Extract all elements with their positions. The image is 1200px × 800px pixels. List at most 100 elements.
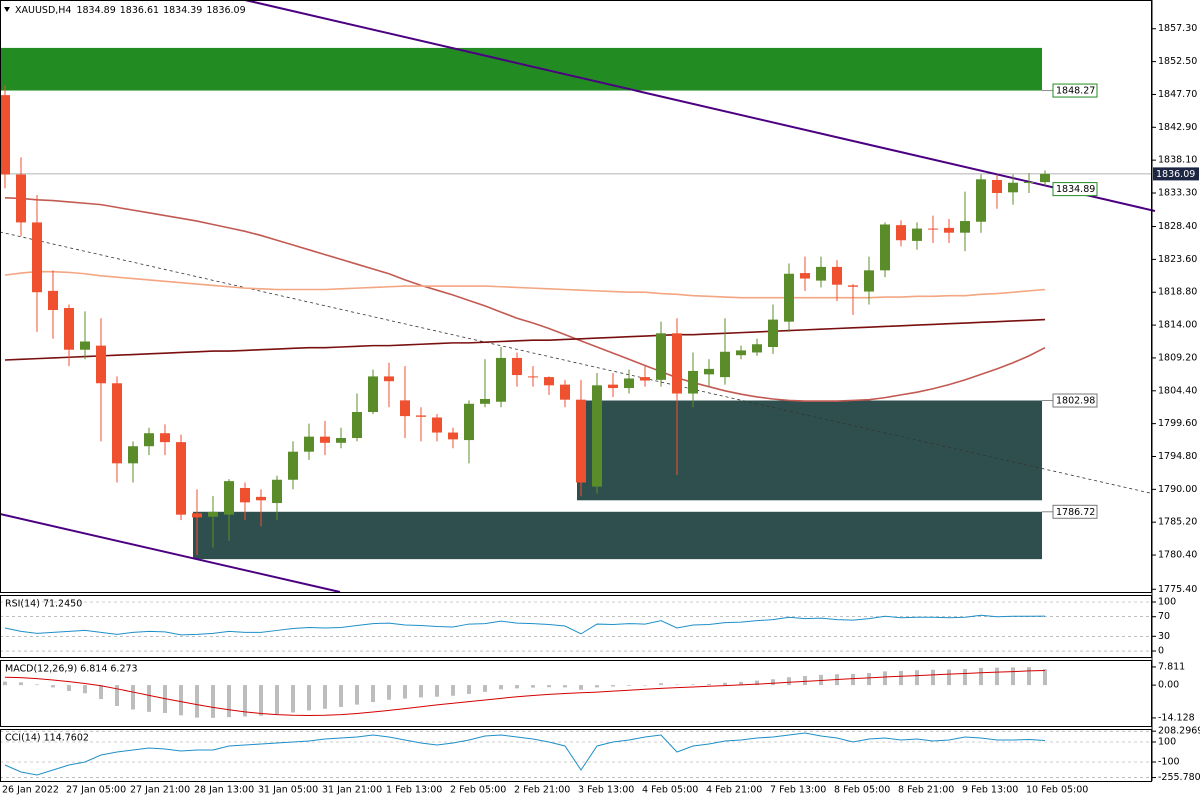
- current-price-box: [1153, 167, 1199, 181]
- indicator-frame: [0, 660, 1152, 727]
- histogram-bar: [51, 685, 55, 688]
- histogram-bar: [179, 685, 183, 716]
- y-tick-label: 1818.80: [1158, 287, 1197, 298]
- candle-body: [432, 417, 442, 433]
- zone-label: 1786.72: [1056, 507, 1095, 518]
- candle-body: [1024, 182, 1034, 184]
- x-tick-label: 28 Jan 13:00: [194, 785, 254, 796]
- zone-label: 1802.98: [1056, 396, 1095, 407]
- symbol: XAUUSD,H4: [15, 5, 71, 16]
- candle-body: [80, 341, 90, 350]
- candle-body: [496, 357, 506, 402]
- x-tick-label: 3 Feb 13:00: [578, 785, 634, 796]
- candle-body: [752, 344, 762, 353]
- candle-body: [512, 357, 522, 376]
- candle-body: [368, 376, 378, 413]
- histogram-bar: [35, 684, 39, 686]
- y-tick-label: 1785.20: [1158, 517, 1197, 528]
- close-price: 1836.09: [206, 5, 245, 16]
- histogram-bar: [483, 685, 487, 692]
- histogram-bar: [83, 685, 87, 694]
- indicator-frame: [0, 729, 1152, 782]
- histogram-bar: [339, 685, 343, 707]
- histogram-bar: [211, 685, 215, 718]
- moving-average: [4, 270, 1046, 299]
- candle-body: [592, 385, 602, 487]
- histogram-bar: [419, 685, 423, 698]
- histogram-bar: [803, 676, 807, 686]
- histogram-bar: [915, 670, 919, 686]
- candle-body: [928, 228, 938, 230]
- candle-body: [688, 370, 698, 394]
- y-tick-label: 1833.30: [1158, 187, 1197, 198]
- histogram-bar: [3, 681, 7, 686]
- chart-header: XAUUSD,H4 1834.89 1836.61 1834.39 1836.09: [15, 5, 246, 16]
- histogram-bar: [275, 685, 279, 715]
- candle-body: [128, 446, 138, 464]
- candle-body: [224, 481, 234, 515]
- candle-body: [576, 399, 586, 483]
- x-tick-label: 27 Jan 05:00: [66, 785, 126, 796]
- zones-layer: [0, 47, 1152, 778]
- moving-average: [4, 196, 1046, 402]
- candle-body: [144, 433, 154, 447]
- candle-body: [288, 451, 298, 480]
- candle-body: [208, 511, 218, 517]
- candle-body: [560, 384, 570, 400]
- y-tick-label: 1842.90: [1158, 122, 1197, 133]
- y-tick-label: 1847.70: [1158, 89, 1197, 100]
- candle-body: [880, 224, 890, 271]
- channel-lower-line: [0, 513, 341, 593]
- histogram-bar: [531, 685, 535, 688]
- x-tick-label: 4 Feb 05:00: [642, 785, 698, 796]
- indicator-label: CCI(14) 114.7602: [5, 733, 89, 744]
- histogram-bar: [883, 671, 887, 686]
- histogram-bar: [659, 683, 663, 686]
- x-tick-label: 8 Feb 05:00: [834, 785, 890, 796]
- level-label-box: [1052, 182, 1098, 197]
- histogram-bar: [371, 685, 375, 703]
- main-layer: [0, 85, 1050, 776]
- candle-body: [800, 273, 810, 279]
- histogram-bar: [99, 685, 103, 700]
- candle-body: [464, 403, 474, 441]
- histogram-bar: [435, 685, 439, 697]
- y-tick-label: 1794.80: [1158, 451, 1197, 462]
- histogram-bar: [563, 685, 567, 688]
- y-tick-label: 1857.30: [1158, 23, 1197, 34]
- candle-body: [992, 179, 1002, 193]
- histogram-bar: [899, 670, 903, 686]
- indicator-line: [4, 670, 1046, 717]
- histogram-bar: [723, 682, 727, 686]
- y-tick-label: 208.2969: [1158, 726, 1200, 737]
- histogram-bar: [499, 685, 503, 690]
- histogram-bar: [979, 667, 983, 686]
- histogram-bar: [131, 685, 135, 710]
- candle-body: [784, 273, 794, 322]
- x-tick-label: 4 Feb 21:00: [706, 785, 762, 796]
- candle-body: [608, 384, 618, 389]
- histogram-bar: [579, 685, 583, 690]
- histogram-bar: [643, 685, 647, 686]
- low-price: 1834.39: [163, 5, 202, 16]
- x-tick-label: 9 Feb 13:00: [962, 785, 1018, 796]
- level-label: 1834.89: [1056, 184, 1095, 195]
- y-tick-label: 1814.00: [1158, 320, 1197, 331]
- histogram-bar: [1043, 669, 1047, 686]
- histogram-bar: [467, 685, 471, 694]
- histogram-bar: [403, 685, 407, 699]
- histogram-bar: [627, 685, 631, 686]
- indicator-label: RSI(14) 71.2450: [5, 599, 82, 610]
- candle-body: [32, 222, 42, 293]
- high-price: 1836.61: [120, 5, 159, 16]
- x-tick-label: 10 Feb 05:00: [1026, 785, 1088, 796]
- y-tick-label: 1790.00: [1158, 484, 1197, 495]
- histogram-bar: [19, 682, 23, 686]
- candle-body: [96, 345, 106, 384]
- symbol-menu-arrow[interactable]: [4, 7, 10, 12]
- zone-label-box: [1052, 504, 1098, 519]
- candle-body: [192, 513, 202, 518]
- candle-body: [400, 400, 410, 417]
- histogram-bar: [67, 685, 71, 691]
- candle-body: [976, 179, 986, 222]
